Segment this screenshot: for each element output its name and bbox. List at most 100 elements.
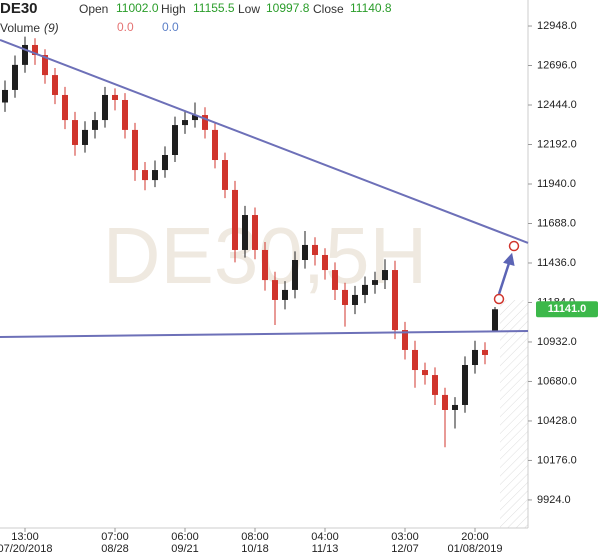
- candle-body: [292, 260, 298, 290]
- last-price-label: 11141.0: [548, 303, 587, 315]
- candle-body: [442, 394, 448, 410]
- x-tick-date: 09/21: [171, 543, 199, 555]
- candle-body: [412, 349, 418, 371]
- volume-label: Volume: [0, 21, 40, 35]
- candle-body: [422, 370, 428, 376]
- trendline: [0, 39, 529, 244]
- candle-body: [282, 289, 288, 300]
- y-tick-label: 11436.0: [537, 257, 576, 269]
- last-price-tag: [536, 301, 598, 318]
- candle-body: [392, 270, 398, 331]
- candle-body: [92, 120, 98, 130]
- volume-period: (9): [44, 21, 59, 35]
- high-label: High: [161, 2, 186, 16]
- candle-body: [112, 94, 118, 100]
- candle-body: [232, 189, 238, 250]
- candle-body: [382, 270, 388, 281]
- y-tick-label: 10680.0: [537, 375, 577, 387]
- candle-body: [122, 99, 128, 130]
- candle-body: [342, 289, 348, 305]
- x-tick-date: 01/08/2019: [447, 543, 502, 555]
- candle-body: [452, 404, 458, 410]
- x-tick-time: 04:00: [311, 531, 339, 543]
- symbol: DE30: [0, 0, 38, 17]
- candle-body: [242, 215, 248, 250]
- candle-body: [2, 89, 8, 103]
- x-tick-time: 13:00: [11, 531, 39, 543]
- candle-body: [472, 349, 478, 366]
- candle-body: [362, 284, 368, 295]
- candle-body: [222, 160, 228, 190]
- close-value: 11140.8: [350, 1, 392, 15]
- high-value: 11155.5: [193, 1, 235, 15]
- candle-body: [42, 55, 48, 76]
- candle-body: [252, 215, 258, 250]
- volume-value: 0.0: [117, 20, 134, 34]
- candle-body: [172, 125, 178, 155]
- candle-body: [212, 129, 218, 161]
- candle-body: [182, 120, 188, 126]
- low-label: Low: [238, 2, 260, 16]
- candle-body: [72, 120, 78, 145]
- x-tick-date: 08/28: [101, 543, 129, 555]
- y-tick-label: 10932.0: [537, 336, 577, 348]
- candle-body: [322, 254, 328, 271]
- y-tick-label: 12192.0: [537, 138, 577, 150]
- x-tick-time: 06:00: [171, 531, 199, 543]
- candle-body: [462, 365, 468, 405]
- candle-body: [22, 44, 28, 65]
- candle-body: [402, 330, 408, 350]
- y-tick-label: 12948.0: [537, 20, 577, 32]
- candle-body: [492, 309, 498, 331]
- candle-body: [82, 129, 88, 145]
- y-tick-label: 12444.0: [537, 99, 577, 111]
- candle-body: [62, 94, 68, 121]
- candle-body: [372, 280, 378, 285]
- candle-body: [272, 280, 278, 300]
- candle-body: [142, 170, 148, 181]
- trendline: [0, 329, 529, 338]
- candle-body: [192, 115, 198, 121]
- arrow-head: [503, 252, 515, 266]
- projection-end: [508, 240, 520, 252]
- x-tick-time: 20:00: [461, 531, 489, 543]
- open-label: Open: [79, 2, 108, 16]
- x-tick-date: 10/18: [241, 543, 269, 555]
- open-value: 11002.0: [116, 1, 159, 15]
- y-tick-label: 9924.0: [537, 494, 571, 506]
- candle-body: [312, 244, 318, 255]
- candle-body: [332, 270, 338, 290]
- y-tick-label: 11940.0: [537, 178, 576, 190]
- candle-body: [162, 154, 168, 171]
- y-tick-label: 10176.0: [537, 454, 577, 466]
- x-tick-time: 07:00: [101, 531, 129, 543]
- candle-body: [432, 375, 438, 395]
- header: DE30 Open 11002.0 High 11155.5 Low 10997…: [0, 0, 392, 35]
- volume-value: 0.0: [162, 20, 179, 34]
- x-tick-time: 03:00: [391, 531, 419, 543]
- projection-arrow: [497, 258, 512, 295]
- future-area: [500, 300, 528, 528]
- y-tick-label: 11688.0: [537, 217, 576, 229]
- candle-body: [202, 115, 208, 130]
- candle-body: [352, 294, 358, 305]
- close-label: Close: [313, 2, 344, 16]
- candle-body: [12, 64, 18, 90]
- candle-body: [102, 94, 108, 121]
- candle-body: [152, 170, 158, 181]
- y-tick-label: 10428.0: [537, 415, 577, 427]
- candle-body: [482, 349, 488, 355]
- candle-body: [52, 75, 58, 95]
- y-tick-label: 12696.0: [537, 59, 577, 71]
- projection-start: [493, 293, 505, 305]
- candle-body: [302, 244, 308, 261]
- candle-body: [262, 249, 268, 281]
- x-tick-date: 11/13: [312, 543, 339, 555]
- x-tick-time: 08:00: [241, 531, 269, 543]
- candle-body: [132, 129, 138, 171]
- x-tick-date: 07/20/2018: [0, 543, 53, 555]
- x-tick-date: 12/07: [391, 543, 419, 555]
- low-value: 10997.8: [266, 1, 310, 15]
- candle-body: [32, 44, 38, 56]
